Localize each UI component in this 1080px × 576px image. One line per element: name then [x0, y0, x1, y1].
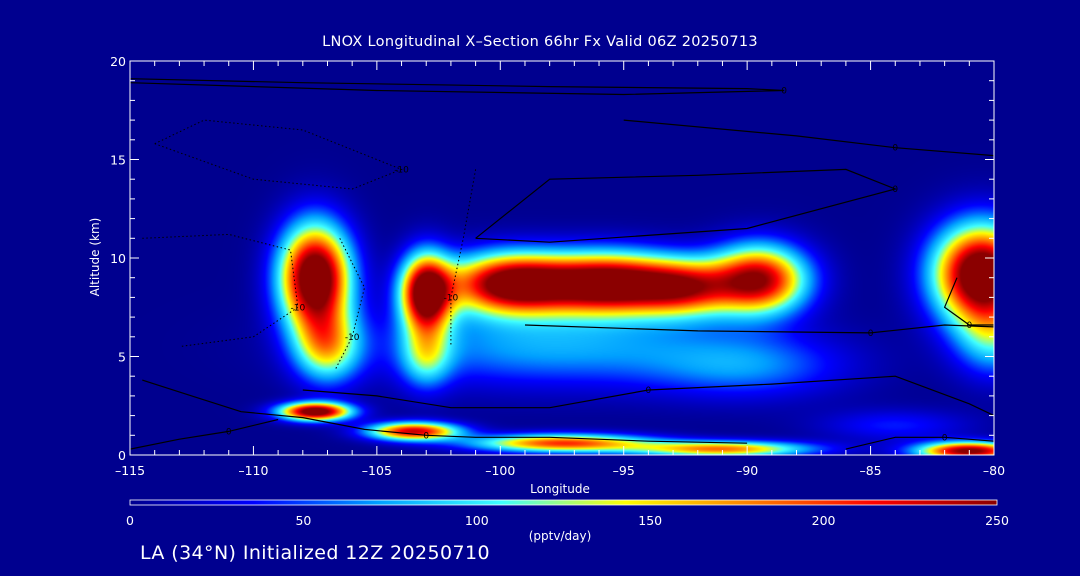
contour-label: 0 — [942, 433, 948, 443]
colorbar-tick-label: 250 — [985, 513, 1009, 528]
contour-line — [130, 418, 279, 450]
contour-line — [142, 379, 748, 444]
colorbar-tick-label: 0 — [126, 513, 134, 528]
contour-layer: 0 0 0 0 0 0 0 0 0 -10 -10 -10 -10 — [130, 78, 994, 450]
contour-line — [302, 375, 994, 417]
y-tick-label: 0 — [118, 448, 126, 463]
y-axis-label: Altitude (km) — [88, 217, 102, 297]
contour-line — [130, 78, 785, 96]
contour-line — [524, 324, 994, 334]
contour-line — [475, 168, 898, 243]
colorbar-ticks: 0 50 100 150 200 250 — [126, 513, 1009, 528]
contour-line — [845, 436, 994, 450]
x-tick-label: –115 — [115, 463, 145, 478]
x-tick-label: –85 — [859, 463, 881, 478]
contour-line — [943, 277, 994, 326]
x-tick-label: –90 — [736, 463, 758, 478]
x-tick-label: –105 — [362, 463, 392, 478]
x-axis-label: Longitude — [530, 482, 590, 496]
x-tick-label: –100 — [485, 463, 515, 478]
contour-label: -10 — [444, 293, 459, 303]
contour-label: 0 — [966, 321, 972, 331]
contour-label: 0 — [423, 431, 429, 441]
contour-line — [450, 169, 477, 347]
colorbar — [129, 499, 998, 506]
contour-label: 0 — [868, 329, 874, 339]
colorbar-tick-label: 50 — [295, 513, 311, 528]
contour-line — [154, 119, 403, 190]
contour-label: 0 — [646, 386, 652, 396]
contour-label: -10 — [345, 333, 360, 343]
colorbar-tick-label: 200 — [812, 513, 836, 528]
colorbar-label: (pptv/day) — [528, 529, 592, 543]
colorbar-tick-label: 100 — [465, 513, 489, 528]
x-tick-label: –95 — [613, 463, 635, 478]
contour-line — [334, 238, 366, 371]
chart-title: LNOX Longitudinal X–Section 66hr Fx Vali… — [322, 34, 758, 50]
y-tick-label: 20 — [110, 54, 126, 69]
contour-label: 0 — [892, 185, 898, 195]
contour-line — [142, 233, 299, 348]
colorbar-tick-label: 150 — [638, 513, 662, 528]
contour-label: -10 — [394, 165, 409, 175]
contour-label: 0 — [226, 427, 232, 437]
heatmap-field — [130, 61, 994, 455]
x-tick-label: –80 — [983, 463, 1005, 478]
y-tick-label: 5 — [118, 350, 126, 365]
y-tick-label: 10 — [110, 251, 126, 266]
contour-label: 0 — [781, 87, 787, 97]
contour-label: -10 — [291, 303, 306, 313]
contour-label: 0 — [892, 144, 898, 154]
init-footer: LA (34°N) Initialized 12Z 20250710 — [140, 542, 490, 564]
axis-layer: –115 –110 –105 –100 –95 –90 –85 –80 0 5 10 15 20 — [110, 54, 1005, 478]
x-tick-label: –110 — [238, 463, 268, 478]
y-tick-label: 15 — [110, 153, 126, 168]
contour-line — [623, 119, 994, 157]
